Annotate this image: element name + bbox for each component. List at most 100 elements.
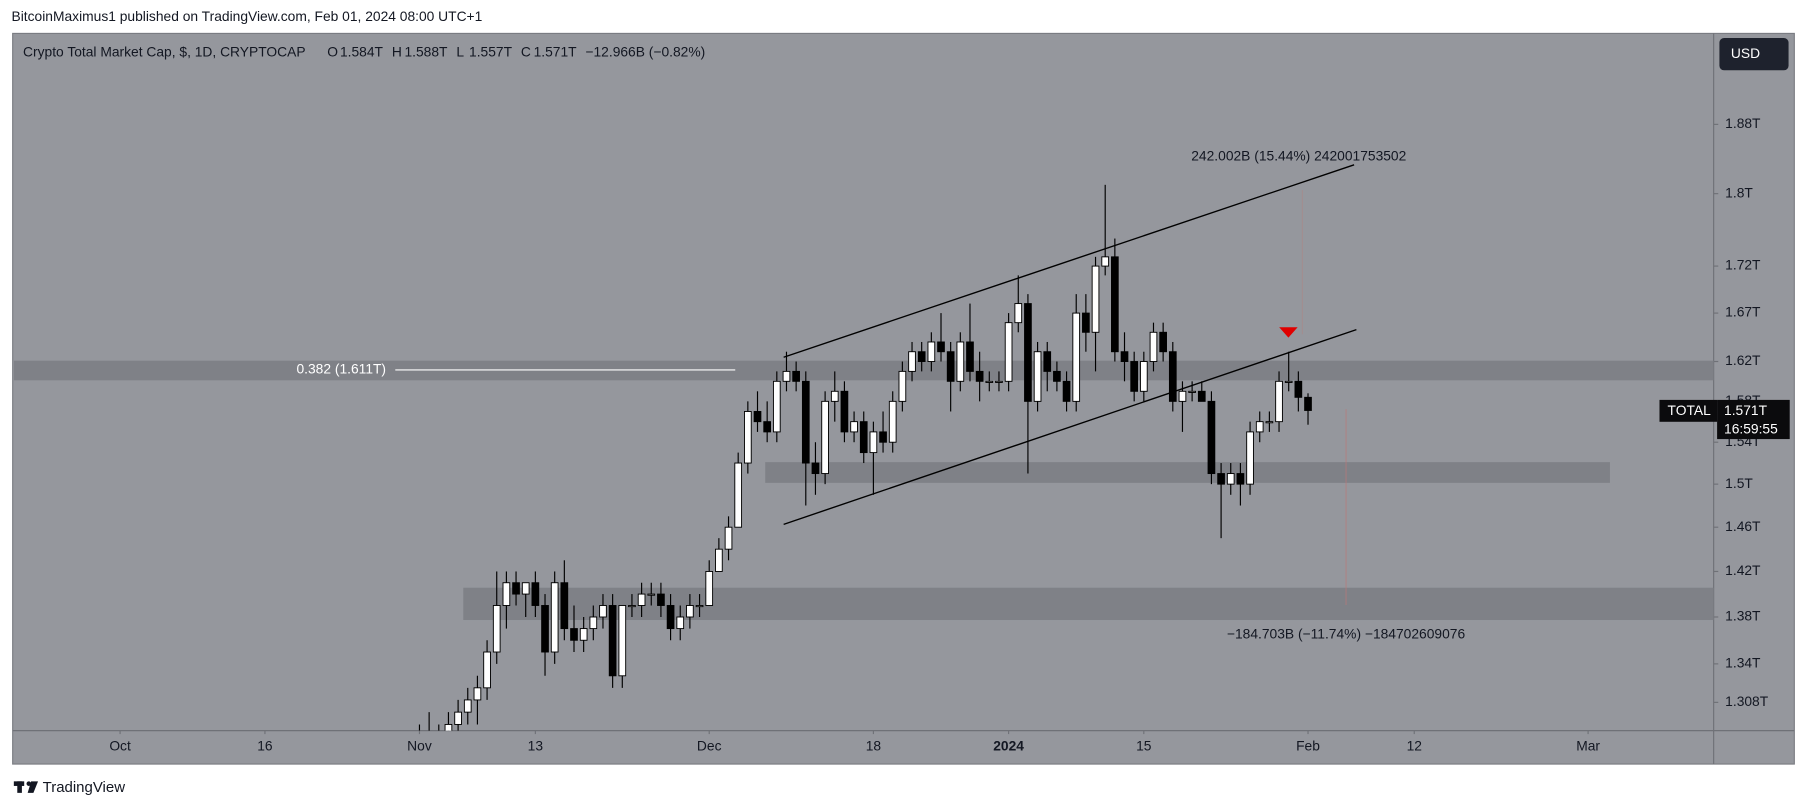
candle-body [1159, 331, 1167, 353]
channel [783, 164, 1357, 526]
candle-body [840, 390, 849, 433]
support-zone [765, 462, 1610, 483]
candle-body [1024, 303, 1032, 402]
x-tick-label: 2024 [993, 737, 1024, 753]
trendline [783, 164, 1355, 358]
y-tick-label: 1.46T [1725, 518, 1761, 534]
candle-body [1062, 380, 1071, 402]
candle-body [1168, 351, 1177, 402]
candle-body [579, 628, 588, 641]
candle-body [830, 390, 839, 402]
candle-body [753, 411, 762, 423]
candle-body [1004, 322, 1013, 382]
y-tick-label: 1.308T [1725, 693, 1769, 709]
legend-value: 1.584T [340, 44, 384, 60]
currency-label[interactable]: USD [1731, 45, 1760, 61]
legend-value: 1.588T [405, 44, 449, 60]
y-tick-label: 1.8T [1725, 184, 1753, 200]
candle-body [917, 351, 926, 362]
measure-label: −184.703B (−11.74%) −184702609076 [1227, 626, 1466, 642]
x-axis: Oct 16 Nov 13 Dec 18 2024 15 Feb 12 Mar [109, 730, 1600, 753]
candle-body [1217, 473, 1225, 485]
candle-body [1130, 361, 1139, 392]
candle-body [444, 723, 453, 731]
legend-key: L [456, 44, 464, 60]
footer-brand: TradingView [43, 779, 126, 796]
y-tick-label: 1.42T [1725, 562, 1761, 578]
x-tick-label: 12 [1407, 737, 1422, 753]
candle-body [1236, 473, 1245, 485]
candle-body [966, 341, 974, 372]
candle-body [898, 370, 907, 402]
y-tick-label: 1.5T [1725, 475, 1753, 491]
trendline [783, 328, 1357, 526]
candle-body [1033, 351, 1042, 402]
candle-body [908, 351, 916, 372]
candle-body [1101, 256, 1110, 267]
x-tick-label: Dec [697, 737, 722, 753]
candle-body [676, 616, 685, 630]
candle-body [521, 582, 530, 595]
currency-button[interactable] [1719, 38, 1789, 71]
candle-body [483, 651, 491, 689]
ohlc-legend: O 1.584T H 1.588T L 1.557T C 1.571T [327, 44, 577, 60]
candle-body [985, 380, 994, 383]
candle-body [946, 351, 955, 382]
candle-body [1275, 380, 1283, 423]
y-tick-label: 1.67T [1725, 304, 1761, 320]
y-tick-label: 1.62T [1725, 352, 1761, 368]
x-tick-label: 16 [257, 737, 273, 753]
symbol-tag-label: TOTAL [1668, 402, 1712, 418]
candle-body [695, 605, 704, 608]
legend-key: O [327, 44, 338, 60]
candle-body [637, 593, 646, 606]
last-price: 1.571T [1724, 402, 1768, 418]
candles [418, 184, 1312, 731]
measure-label: 242.002B (15.44%) 242001753502 [1191, 147, 1406, 163]
candle-body [531, 582, 540, 606]
candle-body [715, 548, 723, 572]
legend-value: 1.571T [534, 44, 578, 60]
candle-body [1255, 421, 1264, 433]
candle-body [782, 370, 791, 382]
candle-body [1197, 390, 1206, 402]
candle-body [801, 380, 810, 464]
candle-body [1139, 361, 1148, 392]
candle-body [888, 400, 897, 443]
y-tick-label: 1.88T [1725, 115, 1761, 131]
x-tick-label: 18 [866, 737, 882, 753]
candle-body [869, 431, 878, 454]
fib-label: 0.382 (1.611T) [296, 361, 386, 377]
legend-key: C [521, 44, 531, 60]
x-tick-label: 13 [528, 737, 544, 753]
candle-body [821, 400, 829, 475]
candle-body [975, 370, 984, 382]
change-label: −12.966B (−0.82%) [585, 44, 705, 60]
candle-body [744, 411, 752, 464]
y-tick-label: 1.38T [1725, 608, 1761, 624]
candle-body [599, 605, 607, 618]
footer-logo [13, 781, 39, 793]
candle-body [1246, 431, 1254, 485]
candle-body [937, 341, 945, 353]
candle-body [1014, 303, 1023, 324]
candle-body [1178, 390, 1187, 402]
legend-key: H [392, 44, 402, 60]
legend-value: 1.557T [469, 44, 513, 60]
candle-body [463, 699, 472, 713]
countdown: 16:59:55 [1724, 421, 1778, 437]
candle-body [1072, 312, 1081, 402]
x-tick-label: Nov [407, 737, 432, 753]
x-tick-label: Feb [1296, 737, 1320, 753]
candle-body [647, 593, 656, 596]
price-tag [1717, 399, 1790, 440]
candle-body [1082, 312, 1090, 333]
candle-body [1111, 256, 1119, 353]
x-tick-label: Mar [1576, 737, 1600, 753]
x-tick-label: 15 [1136, 737, 1152, 753]
candle-body [1188, 390, 1196, 393]
y-tick-label: 1.72T [1725, 257, 1761, 273]
candle-body [772, 380, 781, 433]
